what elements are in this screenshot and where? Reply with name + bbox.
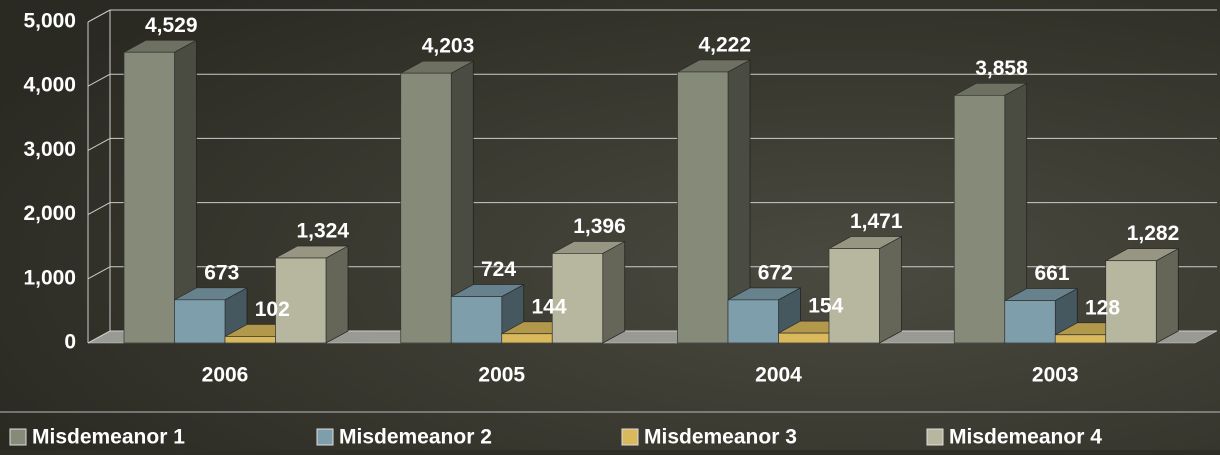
bar-side: [325, 245, 349, 344]
value-label: 724: [481, 258, 516, 281]
bar: [1004, 300, 1056, 344]
bar: [224, 336, 276, 344]
grid-line-side: [87, 266, 111, 280]
bar: [1054, 334, 1107, 344]
bar: [727, 299, 779, 344]
grid-line-side: [87, 202, 111, 216]
legend-label: Misdemeanor 4: [949, 426, 1102, 449]
legend-swatch: [621, 428, 639, 446]
grid-line-side: [87, 330, 111, 344]
value-label: 3,858: [975, 57, 1028, 80]
bar: [778, 332, 830, 344]
bar: [275, 257, 327, 344]
legend-label: Misdemeanor 1: [32, 426, 185, 449]
value-label: 1,471: [850, 210, 903, 233]
legend-swatch: [316, 428, 334, 446]
value-label: 144: [531, 295, 566, 318]
y-tick-label: 2,000: [23, 202, 76, 225]
legend-swatch: [926, 428, 944, 446]
y-tick-label: 0: [64, 331, 76, 354]
bar: [953, 94, 1006, 344]
value-label: 4,529: [145, 14, 198, 37]
bar: [400, 72, 452, 344]
y-tick-label: 4,000: [23, 74, 76, 97]
value-label: 1,396: [573, 215, 626, 238]
value-label: 672: [758, 261, 793, 284]
x-tick-label: 2004: [755, 364, 802, 387]
value-label: 1,282: [1127, 222, 1180, 245]
value-label: 128: [1085, 296, 1120, 319]
bar-side: [1155, 248, 1179, 344]
grid-line-side: [87, 73, 111, 87]
y-tick-label: 1,000: [23, 266, 76, 289]
y-tick-label: 3,000: [23, 138, 76, 161]
grid-line-side: [87, 137, 111, 151]
bar: [828, 248, 880, 344]
value-label: 4,203: [422, 35, 475, 58]
x-tick-label: 2005: [478, 364, 525, 387]
legend-swatch: [9, 428, 27, 446]
bar: [1105, 260, 1157, 344]
bar: [450, 296, 503, 344]
value-label: 102: [255, 298, 290, 321]
bar-side: [879, 235, 902, 344]
value-label: 1,324: [296, 220, 349, 243]
value-label: 154: [808, 295, 843, 318]
legend-label: Misdemeanor 3: [644, 426, 797, 449]
bar: [123, 51, 175, 344]
x-tick-label: 2003: [1032, 364, 1079, 387]
grid-line-side: [87, 9, 111, 23]
value-label: 4,222: [698, 33, 751, 56]
legend-label: Misdemeanor 2: [339, 426, 492, 449]
y-tick-label: 5,000: [23, 10, 76, 33]
bar: [174, 299, 226, 344]
bar-side: [602, 240, 626, 344]
bar: [501, 333, 553, 344]
bar: [677, 71, 729, 344]
x-tick-label: 2006: [202, 364, 249, 387]
value-label: 673: [204, 261, 239, 284]
bar: [551, 253, 604, 344]
value-label: 661: [1034, 262, 1069, 285]
